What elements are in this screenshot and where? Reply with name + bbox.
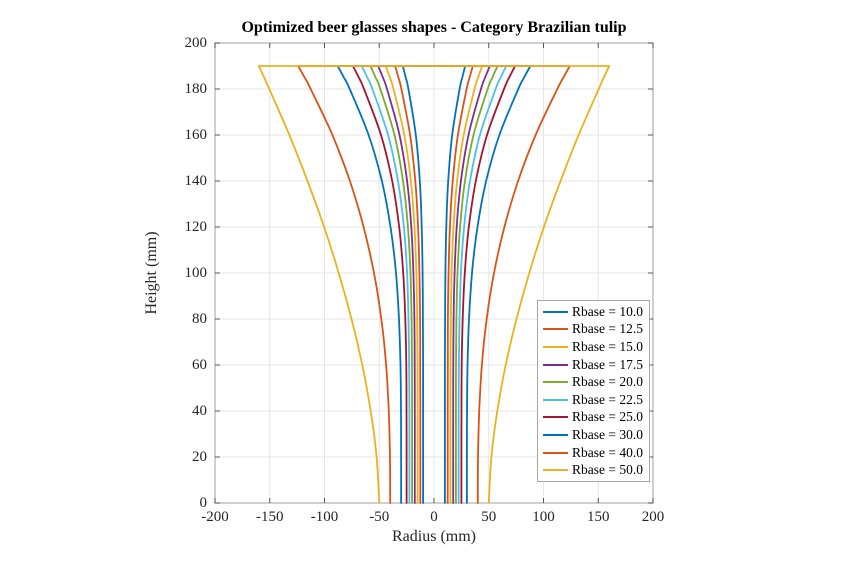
chart-title: Optimized beer glasses shapes - Category… <box>241 19 627 36</box>
series-curve-50 <box>257 65 611 504</box>
legend-box: Rbase = 10.0 Rbase = 12.5 Rbase = 15.0 Rbas… <box>537 300 650 482</box>
y-tick-label: 80 <box>192 311 207 327</box>
legend-item-label: Rbase = 25.0 <box>572 409 643 425</box>
legend-item-label: Rbase = 30.0 <box>572 426 643 442</box>
x-tick-label: 0 <box>430 509 438 525</box>
legend-item-label: Rbase = 40.0 <box>572 444 643 460</box>
legend-item: Rbase = 40.0 <box>543 444 643 462</box>
legend-item: Rbase = 17.5 <box>543 356 643 374</box>
y-tick-label: 0 <box>199 495 208 511</box>
legend-item-label: Rbase = 50.0 <box>572 462 643 478</box>
x-tick-label: -50 <box>369 509 390 525</box>
legend-item: Rbase = 25.0 <box>543 409 643 427</box>
x-tick-label: -150 <box>256 509 284 525</box>
y-tick-label: 100 <box>184 265 208 281</box>
legend-item: Rbase = 20.0 <box>543 373 643 391</box>
legend-item: Rbase = 12.5 <box>543 321 643 339</box>
legend-item: Rbase = 50.0 <box>543 461 643 479</box>
legend-item-label: Rbase = 15.0 <box>572 338 643 354</box>
legend-line-sample <box>543 328 568 331</box>
y-tick-label: 200 <box>184 35 208 51</box>
x-tick-label: 150 <box>587 509 610 525</box>
legend-item-label: Rbase = 12.5 <box>572 321 643 337</box>
legend-line-sample <box>543 451 568 454</box>
legend-line-sample <box>543 433 568 436</box>
legend-item: Rbase = 30.0 <box>543 426 643 444</box>
x-tick-label: -200 <box>201 509 229 525</box>
legend-line-sample <box>543 310 568 313</box>
legend-item-label: Rbase = 20.0 <box>572 374 643 390</box>
y-tick-label: 180 <box>184 81 208 97</box>
x-axis-label: Radius (mm) <box>392 528 476 545</box>
legend-line-sample <box>543 469 568 472</box>
legend-line-sample <box>543 416 568 419</box>
x-tick-label: 200 <box>641 509 665 525</box>
legend-item-label: Rbase = 10.0 <box>572 303 643 319</box>
x-tick-label: 50 <box>481 509 497 525</box>
y-tick-label: 60 <box>192 357 207 373</box>
legend-item-label: Rbase = 17.5 <box>572 356 643 372</box>
legend-line-sample <box>543 381 568 384</box>
y-tick-label: 140 <box>184 173 208 189</box>
x-tick-label: -100 <box>310 509 339 525</box>
y-tick-label: 20 <box>192 449 207 465</box>
legend-item: Rbase = 15.0 <box>543 338 643 356</box>
x-tick-label: 100 <box>532 509 555 525</box>
y-tick-label: 120 <box>184 219 208 235</box>
legend-line-sample <box>543 398 568 401</box>
legend-item-label: Rbase = 22.5 <box>572 391 643 407</box>
y-tick-label: 40 <box>192 403 207 419</box>
y-tick-label: 160 <box>184 127 208 143</box>
legend-item: Rbase = 10.0 <box>543 303 643 321</box>
legend-item: Rbase = 22.5 <box>543 391 643 409</box>
legend-line-sample <box>543 345 568 348</box>
legend-line-sample <box>543 363 568 366</box>
